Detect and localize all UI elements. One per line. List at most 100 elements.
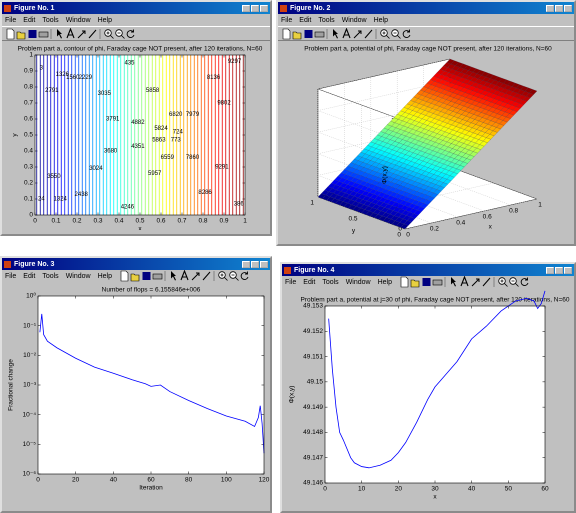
menu-item[interactable]: Edit: [23, 16, 36, 24]
minimize-button[interactable]: [242, 260, 250, 268]
close-button[interactable]: [260, 4, 268, 12]
text-button[interactable]: [65, 27, 76, 40]
new-button[interactable]: [281, 28, 292, 40]
line-button[interactable]: [363, 28, 374, 40]
arrow-button[interactable]: [352, 28, 363, 40]
zoom-out-button[interactable]: [390, 28, 401, 40]
text-button[interactable]: [459, 276, 470, 288]
x-tick-label: 0.5: [135, 218, 144, 225]
open-button[interactable]: [292, 28, 303, 40]
maximize-button[interactable]: [555, 4, 563, 12]
contour-label: 1560: [66, 75, 80, 81]
menu-item[interactable]: Help: [97, 16, 112, 24]
maximize-button[interactable]: [251, 4, 259, 12]
print-button[interactable]: [152, 270, 163, 282]
menu-item[interactable]: Help: [373, 16, 388, 24]
menu-item[interactable]: File: [5, 272, 17, 280]
x-tick-label: 0: [33, 218, 37, 225]
menu-item[interactable]: Window: [345, 278, 371, 286]
open-button[interactable]: [16, 28, 27, 40]
minimize-button[interactable]: [546, 266, 554, 274]
icon: [120, 270, 129, 282]
menu-item[interactable]: Help: [377, 278, 392, 286]
zoom-in-button[interactable]: [103, 28, 114, 40]
close-button[interactable]: [260, 260, 268, 268]
minimize-button[interactable]: [546, 4, 554, 12]
icon: [191, 272, 200, 281]
surface-patch: [529, 89, 538, 95]
open-button[interactable]: [410, 276, 421, 288]
close-button[interactable]: [564, 266, 572, 274]
maximize-button[interactable]: [251, 260, 259, 268]
zoom-out-button[interactable]: [114, 28, 125, 40]
x-tick-label: 20: [395, 486, 403, 493]
y-tick-label: 49.15: [307, 379, 324, 386]
x-tick-label: 30: [431, 486, 439, 493]
icon: [171, 271, 176, 281]
zoom-out-button[interactable]: [228, 270, 239, 282]
x-tick-label: 40: [468, 486, 476, 493]
arrow-button[interactable]: [470, 276, 481, 288]
x-tick-label: 0.6: [156, 218, 165, 225]
menu-item[interactable]: Tools: [42, 272, 59, 280]
menu-item[interactable]: File: [5, 16, 17, 24]
line-button[interactable]: [87, 28, 98, 40]
menu-item[interactable]: Tools: [318, 16, 335, 24]
zoom-in-button[interactable]: [497, 276, 508, 288]
maximize-button[interactable]: [555, 266, 563, 274]
contour-label: 8136: [207, 75, 221, 81]
zoom-out-button[interactable]: [508, 276, 519, 288]
select-button[interactable]: [168, 270, 179, 282]
menu-item[interactable]: Window: [65, 16, 91, 24]
icon: [202, 271, 211, 281]
print-button[interactable]: [432, 276, 443, 288]
save-button[interactable]: [141, 270, 152, 282]
select-button[interactable]: [330, 28, 341, 40]
arrow-button[interactable]: [190, 270, 201, 282]
print-button[interactable]: [38, 28, 49, 40]
icon: [16, 31, 26, 39]
toolbar-icons: [119, 270, 250, 282]
y-tick-label: 0.1: [24, 196, 33, 203]
save-button[interactable]: [421, 276, 432, 288]
minimize-button[interactable]: [242, 4, 250, 12]
x-axis-label: x: [433, 494, 437, 501]
close-button[interactable]: [564, 4, 572, 12]
menu-item[interactable]: Edit: [23, 272, 36, 280]
new-button[interactable]: [119, 270, 130, 282]
menu-item[interactable]: File: [281, 16, 293, 24]
open-button[interactable]: [130, 270, 141, 282]
rotate-button[interactable]: [401, 28, 412, 40]
arrow-button[interactable]: [76, 28, 87, 40]
select-button[interactable]: [448, 276, 459, 288]
menu-item[interactable]: Window: [341, 16, 367, 24]
save-button[interactable]: [303, 28, 314, 40]
menu-item[interactable]: Edit: [303, 278, 316, 286]
menu-item[interactable]: Help: [97, 272, 112, 280]
new-button[interactable]: [399, 276, 410, 288]
line-button[interactable]: [481, 276, 492, 288]
menu-item[interactable]: File: [285, 278, 297, 286]
text-button[interactable]: [341, 27, 352, 40]
zoom-in-button[interactable]: [379, 28, 390, 40]
contour-label: 8286: [198, 190, 212, 196]
x-tick-label: 0.3: [93, 218, 102, 225]
menu-item[interactable]: Window: [65, 272, 91, 280]
y-tick-label: 0.4: [24, 148, 33, 155]
rotate-button[interactable]: [239, 270, 250, 282]
rotate-button[interactable]: [519, 276, 530, 288]
axes-frame: [34, 54, 246, 216]
line-button[interactable]: [201, 270, 212, 282]
menu-item[interactable]: Tools: [42, 16, 59, 24]
y-axis-label: y: [352, 228, 356, 235]
menu-item[interactable]: Edit: [299, 16, 312, 24]
print-button[interactable]: [314, 28, 325, 40]
save-button[interactable]: [27, 28, 38, 40]
menu-item[interactable]: Tools: [322, 278, 339, 286]
new-button[interactable]: [5, 28, 16, 40]
rotate-button[interactable]: [125, 28, 136, 40]
zoom-in-button[interactable]: [217, 270, 228, 282]
text-button[interactable]: [179, 270, 190, 282]
select-button[interactable]: [54, 28, 65, 40]
contour-label: 7979: [186, 112, 200, 118]
